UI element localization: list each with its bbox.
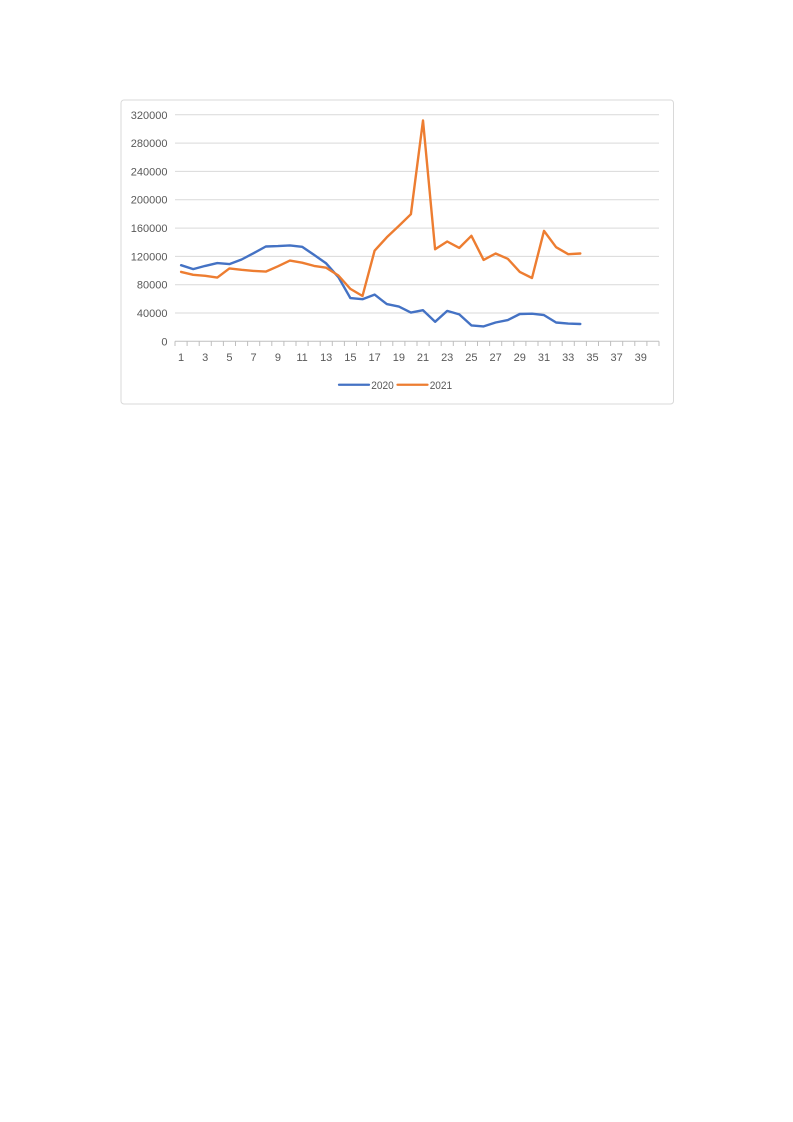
svg-text:15: 15 bbox=[344, 352, 356, 364]
svg-text:5: 5 bbox=[226, 352, 232, 364]
svg-text:200000: 200000 bbox=[131, 195, 168, 207]
svg-text:3: 3 bbox=[202, 352, 208, 364]
svg-text:27: 27 bbox=[489, 352, 501, 364]
svg-text:29: 29 bbox=[514, 352, 526, 364]
svg-text:280000: 280000 bbox=[131, 138, 168, 150]
svg-text:23: 23 bbox=[441, 352, 453, 364]
svg-text:240000: 240000 bbox=[131, 166, 168, 178]
svg-text:33: 33 bbox=[562, 352, 574, 364]
svg-text:120000: 120000 bbox=[131, 251, 168, 263]
svg-text:7: 7 bbox=[251, 352, 257, 364]
svg-text:39: 39 bbox=[635, 352, 647, 364]
svg-text:80000: 80000 bbox=[137, 280, 168, 292]
svg-text:35: 35 bbox=[586, 352, 598, 364]
svg-text:37: 37 bbox=[610, 352, 622, 364]
svg-text:320000: 320000 bbox=[131, 110, 168, 122]
svg-text:25: 25 bbox=[465, 352, 477, 364]
svg-text:17: 17 bbox=[368, 352, 380, 364]
svg-text:1: 1 bbox=[178, 352, 184, 364]
svg-text:19: 19 bbox=[393, 352, 405, 364]
svg-text:11: 11 bbox=[296, 352, 307, 364]
svg-text:2020: 2020 bbox=[371, 380, 394, 392]
svg-text:31: 31 bbox=[538, 352, 550, 364]
svg-text:21: 21 bbox=[417, 352, 429, 364]
svg-text:9: 9 bbox=[275, 352, 281, 364]
svg-text:2021: 2021 bbox=[430, 380, 453, 392]
svg-text:0: 0 bbox=[161, 336, 167, 348]
svg-text:13: 13 bbox=[320, 352, 332, 364]
svg-text:40000: 40000 bbox=[137, 308, 168, 320]
svg-text:160000: 160000 bbox=[131, 223, 168, 235]
